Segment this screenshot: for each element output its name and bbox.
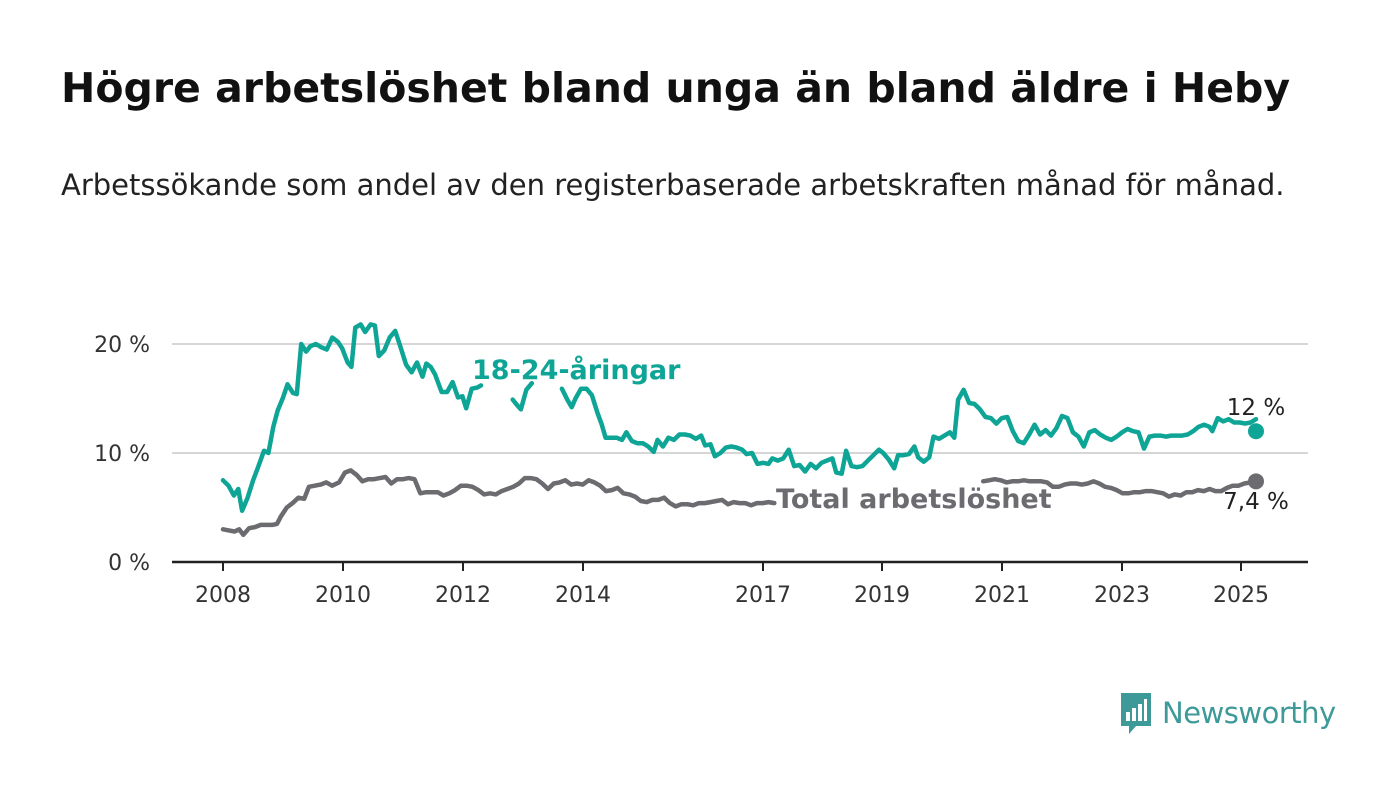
x-tick-label: 2025 — [1213, 583, 1269, 608]
series-lines — [220, 322, 1264, 538]
chart-title: Högre arbetslöshet bland unga än bland ä… — [61, 64, 1291, 112]
brand-logo: Newsworthy — [1118, 690, 1336, 736]
series-line — [220, 322, 484, 514]
series-name-label: Total arbetslöshet — [776, 484, 1052, 515]
x-tick-label: 2008 — [195, 583, 251, 608]
x-tick-label: 2023 — [1094, 583, 1150, 608]
x-tick-label: 2010 — [315, 583, 371, 608]
series-end-point — [1248, 423, 1264, 440]
series-name-label: 18-24-åringar — [472, 354, 681, 386]
series-end-label: 12 % — [1227, 395, 1285, 421]
x-tick-label: 2014 — [555, 583, 611, 608]
x-tick-label: 2017 — [735, 583, 791, 608]
chart-subtitle: Arbetssökande som andel av den registerb… — [61, 168, 1285, 202]
series-line — [220, 468, 777, 538]
series-line — [559, 386, 1259, 476]
y-axis-labels: 0 % 10 % 20 % — [94, 333, 150, 576]
y-tick-label: 20 % — [94, 333, 150, 358]
series-end-point — [1248, 473, 1264, 490]
brand-name: Newsworthy — [1162, 696, 1336, 730]
x-tick-label: 2012 — [435, 583, 491, 608]
series-line — [980, 476, 1259, 499]
series-end-label: 7,4 % — [1223, 489, 1289, 515]
y-tick-label: 0 % — [108, 551, 150, 576]
series-line — [510, 380, 535, 412]
x-tick-label: 2019 — [854, 583, 910, 608]
grid-lines — [172, 343, 1308, 454]
x-tick-label: 2021 — [974, 583, 1030, 608]
series-labels: 18-24-åringar 12 % Total arbetslöshet 7,4 % — [472, 354, 1289, 515]
newsworthy-chart-bubble-icon — [1121, 693, 1151, 734]
y-tick-label: 10 % — [94, 442, 150, 467]
x-axis: 2008 2010 2012 2014 2017 2019 2021 2023 2025 — [172, 560, 1308, 608]
